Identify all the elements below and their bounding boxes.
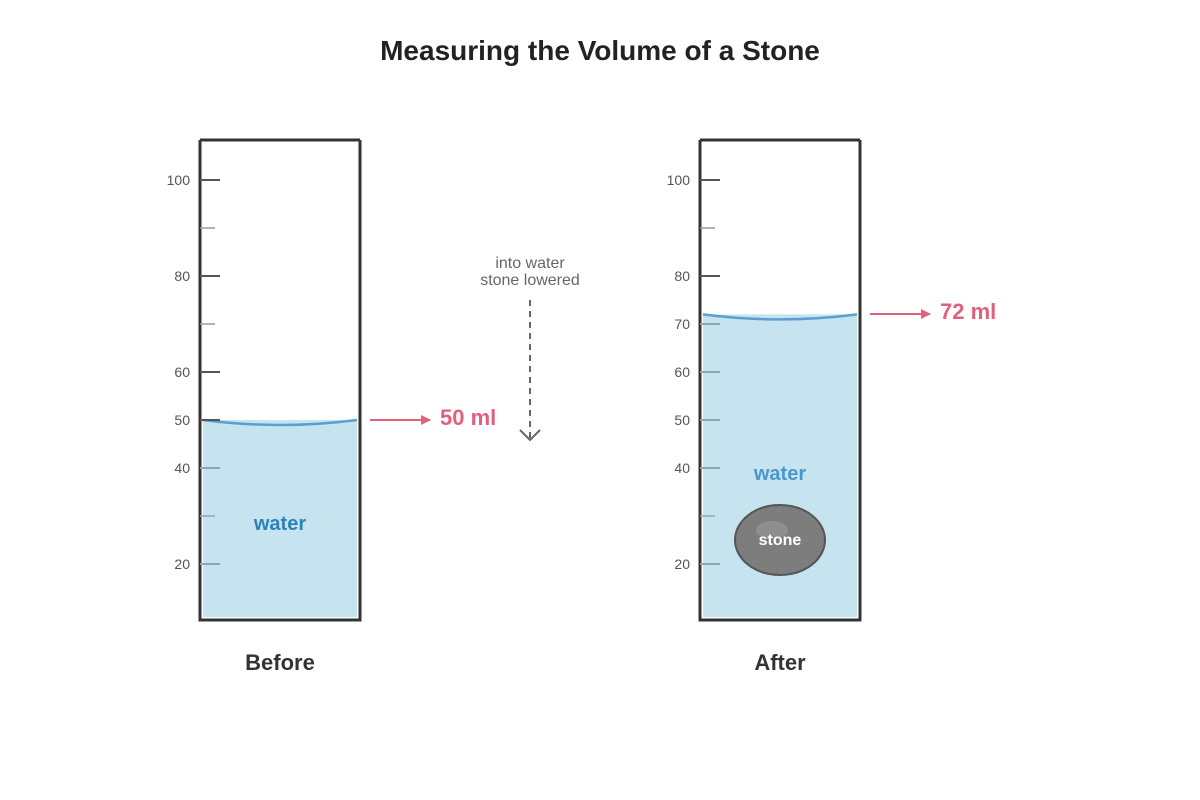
after-cylinder-outline (698, 140, 862, 622)
after-reading-label: 72 ml (940, 299, 996, 324)
after-tick-label-80: 80 (674, 268, 690, 284)
after-cylinder: 100 80 70 60 50 40 20 water stone (667, 138, 862, 622)
diagram-title: Measuring the Volume of a Stone (380, 35, 820, 66)
before-cylinder: 100 80 60 50 40 20 water (167, 138, 362, 622)
after-tick-label-50: 50 (674, 412, 690, 428)
after-tick-label-60: 60 (674, 364, 690, 380)
before-water-surface (202, 418, 358, 427)
before-scale: 100 80 60 50 40 20 (167, 172, 220, 572)
note-line-2: stone lowered (480, 272, 580, 289)
after-water-label: water (753, 463, 806, 485)
before-tick-label-80: 80 (174, 268, 190, 284)
after-tick-label-100: 100 (667, 172, 691, 188)
before-water-label: water (253, 513, 306, 535)
process-note: into water stone lowered (480, 255, 580, 442)
before-tick-label-60: 60 (174, 364, 190, 380)
before-tick-label-20: 20 (174, 556, 190, 572)
stone-highlight (756, 521, 788, 539)
before-reading-label: 50 ml (440, 405, 496, 430)
after-caption: After (754, 650, 806, 675)
before-tick-label-40: 40 (174, 460, 190, 476)
before-cylinder-outline (198, 140, 362, 622)
after-scale: 100 80 70 60 50 40 20 (667, 172, 720, 572)
before-caption: Before (245, 650, 315, 675)
process-arrow-head (519, 429, 541, 442)
before-tick-label-100: 100 (167, 172, 191, 188)
after-tick-label-40: 40 (674, 460, 690, 476)
before-tick-label-50: 50 (174, 412, 190, 428)
after-reading: 72 ml (870, 299, 996, 324)
stone-label: stone (759, 532, 802, 549)
before-reading: 50 ml (370, 405, 496, 430)
after-water-surface (702, 313, 858, 321)
stone-body (734, 504, 826, 576)
note-line-1: into water (495, 255, 565, 272)
before-water (203, 420, 357, 617)
after-tick-label-70: 70 (674, 316, 690, 332)
after-tick-label-20: 20 (674, 556, 690, 572)
stone: stone (734, 504, 826, 576)
